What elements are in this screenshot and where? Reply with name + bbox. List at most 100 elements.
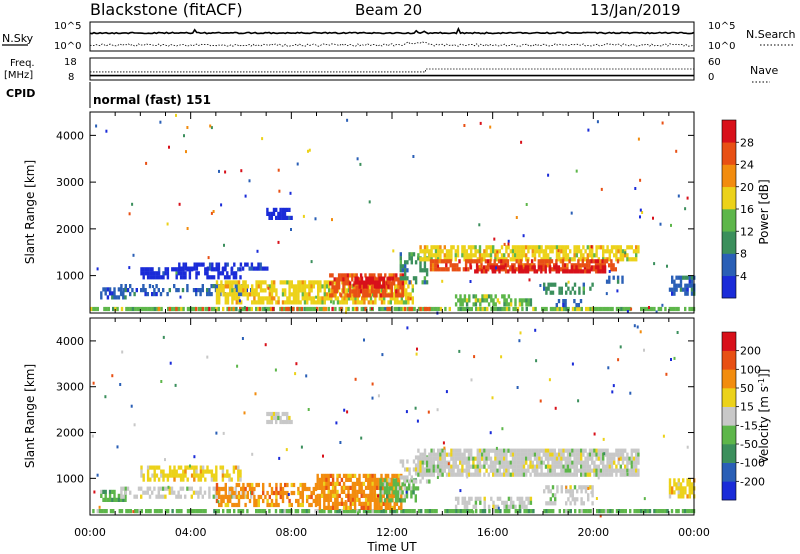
velocity-cell-9	[461, 452, 464, 457]
power-cell-6	[279, 215, 282, 220]
power-cell-7	[396, 296, 399, 301]
power-cell-3	[148, 284, 152, 289]
power-cell-5	[263, 266, 267, 271]
velocity-cell-9	[626, 468, 629, 473]
power-cell-12	[555, 259, 558, 264]
velocity-cell-11	[560, 489, 563, 494]
power-cell-7	[317, 300, 320, 305]
velocity-cell-9	[443, 468, 446, 473]
velocity-cell-6	[331, 489, 335, 494]
velocity-cell-9	[496, 468, 499, 473]
power-cell-11	[474, 245, 477, 250]
power-cell-6	[270, 215, 273, 220]
velocity-speckle	[436, 408, 439, 412]
velocity-cell-7	[392, 482, 395, 487]
velocity-cell-6	[373, 489, 377, 494]
velocity-speckle	[357, 511, 359, 515]
velocity-cell-3	[237, 477, 240, 482]
velocity-cell-9	[426, 456, 429, 461]
velocity-cell-7	[397, 486, 400, 491]
power-cell-15	[571, 286, 574, 291]
power-cell-0	[360, 306, 363, 312]
velocity-cell-9	[450, 448, 453, 453]
power-cell-0	[688, 306, 691, 312]
power-cell-2	[113, 291, 116, 296]
power-cell-11	[492, 249, 495, 254]
velocity-cell-0	[373, 509, 377, 514]
velocity-cell-9	[527, 456, 530, 461]
power-cell-0	[618, 306, 621, 312]
power-cell-12	[526, 259, 529, 264]
power-cell-4	[210, 275, 214, 280]
power-speckle	[315, 295, 318, 299]
power-cell-0	[475, 306, 478, 312]
velocity-cell-9	[573, 456, 576, 461]
velocity-cell-0	[120, 509, 124, 514]
velocity-cell-5	[237, 498, 241, 504]
velocity-cell-9	[536, 468, 539, 473]
power-cell-8	[337, 277, 341, 282]
velocity-cell-0	[450, 509, 454, 514]
velocity-cell-12	[684, 490, 687, 495]
velocity-cell-4	[270, 411, 273, 417]
velocity-cell-10	[454, 504, 458, 509]
power-cell-11	[560, 245, 563, 250]
velocity-cell-0	[532, 509, 535, 514]
velocity-cell-9	[522, 464, 526, 469]
velocity-cell-0	[228, 509, 231, 514]
velocity-cell-9	[520, 464, 523, 469]
power-ylabel: Slant Range [km]	[23, 160, 37, 264]
power-cell-7	[378, 296, 381, 301]
velocity-cell-5	[286, 490, 289, 496]
velocity-cell-9	[483, 460, 486, 465]
velocity-cell-4	[275, 419, 278, 425]
power-cell-10	[399, 252, 402, 257]
velocity-cell-9	[575, 460, 578, 465]
velocity-cell-9	[582, 472, 585, 477]
power-cell-7	[231, 284, 234, 289]
velocity-cell-9	[467, 468, 471, 473]
velocity-speckle	[670, 358, 672, 361]
velocity-cell-9	[575, 468, 578, 473]
power-speckle	[608, 270, 611, 273]
power-cell-12	[475, 259, 479, 264]
velocity-cell-5	[231, 490, 234, 496]
velocity-cell-7	[390, 498, 393, 503]
power-cell-9	[371, 280, 375, 285]
power-cell-4	[146, 267, 150, 272]
power-cell-4	[232, 275, 236, 280]
velocity-cell-0	[334, 509, 337, 514]
power-cell-18	[688, 283, 691, 288]
velocity-cell-9	[529, 448, 532, 453]
velocity-cell-3	[157, 477, 161, 482]
x-tick-label: 12:00	[376, 526, 408, 539]
velocity-cell-9	[593, 464, 596, 469]
velocity-cell-0	[431, 509, 434, 514]
velocity-cell-9	[630, 464, 633, 469]
velocity-cell-2	[120, 486, 123, 491]
velocity-cell-9	[474, 456, 477, 461]
velocity-cell-3	[146, 477, 150, 482]
power-cell-17	[621, 279, 624, 284]
velocity-cell-0	[343, 509, 346, 514]
power-cell-8	[357, 277, 361, 282]
power-cell-14	[505, 302, 508, 307]
velocity-cell-0	[358, 509, 361, 514]
velocity-cell-3	[179, 473, 183, 478]
power-cell-2	[102, 287, 105, 292]
velocity-cell-9	[564, 472, 567, 477]
power-cell-11	[525, 253, 528, 258]
velocity-cell-6	[353, 501, 357, 506]
power-cell-14	[481, 298, 484, 303]
power-speckle	[248, 179, 251, 183]
velocity-cell-4	[286, 411, 289, 417]
velocity-cell-10	[472, 504, 475, 509]
velocity-cell-0	[640, 509, 643, 514]
power-speckle	[145, 161, 148, 165]
power-cell-4	[140, 271, 143, 276]
nsky-line	[89, 26, 695, 35]
power-cell-0	[600, 306, 603, 312]
power-cell-7	[394, 300, 397, 305]
power-cell-12	[464, 267, 468, 272]
power-cell-7	[259, 288, 263, 293]
